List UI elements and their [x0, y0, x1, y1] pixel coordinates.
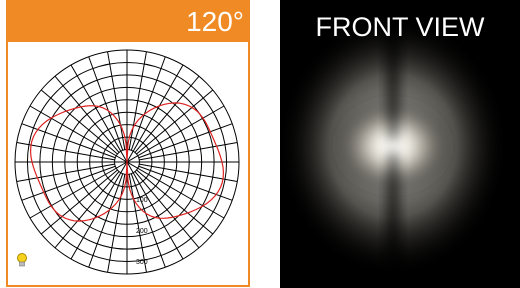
front-view-panel: FRONT VIEW	[278, 0, 520, 288]
page: 120° 100 200 300 FRONT VIEW	[0, 0, 520, 288]
polar-panel: 120° 100 200 300	[6, 0, 250, 286]
beam-angle: 120°	[186, 6, 244, 37]
polar-label: 200	[136, 228, 148, 235]
polar-label: 100	[136, 197, 148, 204]
front-view-title: FRONT VIEW	[315, 12, 485, 42]
polar-label: 300	[136, 259, 148, 266]
